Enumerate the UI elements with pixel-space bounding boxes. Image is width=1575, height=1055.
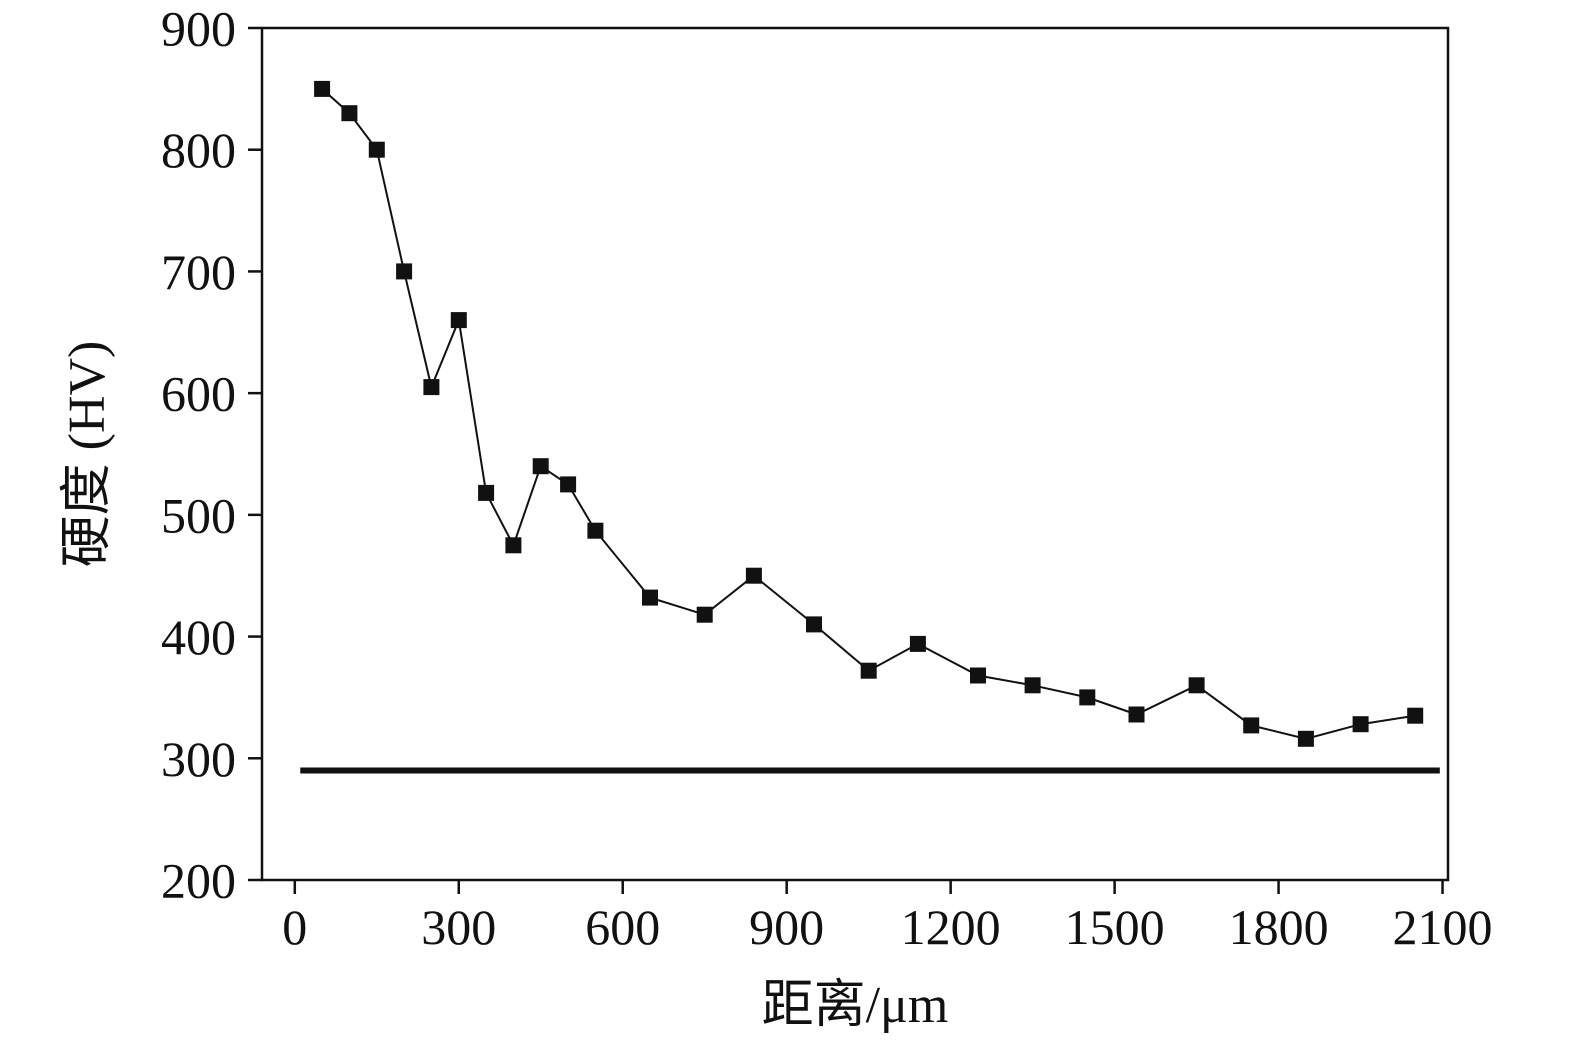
x-axis-tick-label: 1800 xyxy=(1229,899,1329,955)
series-marker xyxy=(532,458,549,475)
series-marker xyxy=(314,80,331,97)
series-marker xyxy=(560,476,577,493)
series-marker xyxy=(642,589,658,606)
series-marker xyxy=(1407,707,1424,724)
x-axis-tick-label: 0 xyxy=(282,899,307,955)
series-marker xyxy=(450,312,467,329)
x-axis-tick-label: 1500 xyxy=(1065,899,1165,955)
y-axis-tick-label: 200 xyxy=(161,853,236,909)
plot-frame xyxy=(260,26,1450,882)
series-marker xyxy=(1352,716,1369,733)
series-marker xyxy=(970,667,986,684)
series-marker xyxy=(1024,677,1041,694)
x-axis-tick-label: 1200 xyxy=(901,899,1001,955)
series-marker xyxy=(505,537,522,554)
series-marker xyxy=(1243,717,1260,734)
series-marker xyxy=(478,484,495,501)
series-marker xyxy=(396,263,413,280)
series-marker xyxy=(1297,730,1314,747)
y-axis-tick-label: 900 xyxy=(161,1,236,57)
y-axis-tick-label: 300 xyxy=(161,731,236,787)
y-axis-tick-label: 800 xyxy=(161,122,236,178)
series-marker xyxy=(368,141,385,158)
series-marker xyxy=(1079,689,1096,706)
x-axis-tick-label: 2100 xyxy=(1393,899,1493,955)
x-axis-label: 距离/μm xyxy=(762,977,949,1034)
series-marker xyxy=(587,522,604,539)
series-marker xyxy=(341,105,358,122)
series-marker xyxy=(423,379,440,396)
y-axis-tick-label: 500 xyxy=(161,487,236,543)
series-marker xyxy=(696,606,713,623)
series-line xyxy=(321,88,1416,740)
series-marker xyxy=(860,662,877,679)
x-axis-tick-label: 900 xyxy=(749,899,824,955)
y-axis-label: 硬度 (HV) xyxy=(59,341,116,568)
y-axis-tick-label: 400 xyxy=(161,609,236,665)
series-marker xyxy=(909,635,926,652)
series-marker xyxy=(745,567,762,584)
series-marker xyxy=(1128,706,1145,723)
y-axis-tick-label: 600 xyxy=(161,366,236,422)
x-axis-tick-label: 600 xyxy=(585,899,660,955)
series-marker xyxy=(806,616,822,633)
x-axis-tick-label: 300 xyxy=(421,899,496,955)
y-axis-tick-label: 700 xyxy=(161,244,236,300)
series-marker xyxy=(1188,677,1205,694)
